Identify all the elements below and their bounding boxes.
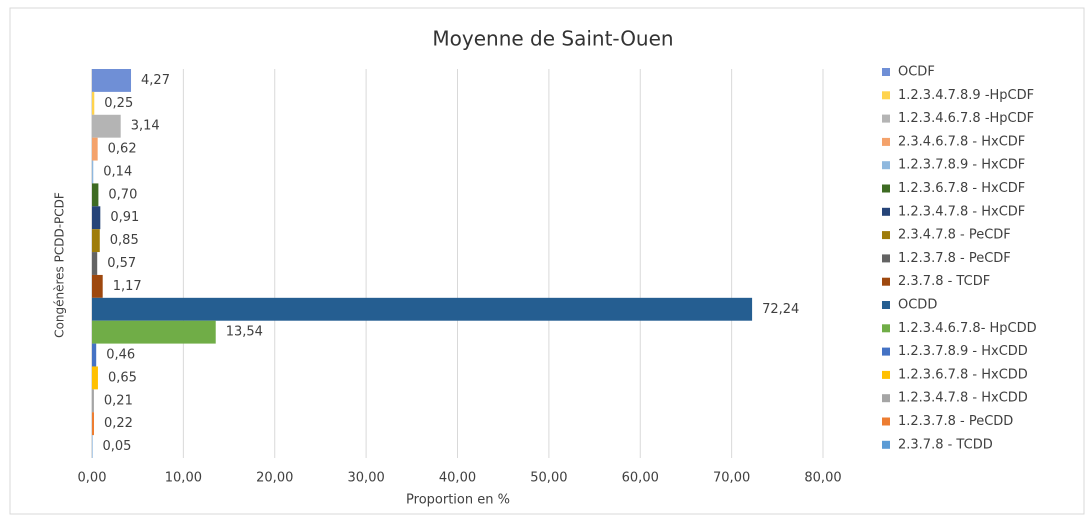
bar bbox=[92, 412, 95, 436]
legend-swatch bbox=[882, 161, 890, 170]
legend-swatch bbox=[882, 231, 890, 240]
bar bbox=[92, 114, 121, 138]
legend-label: 1.2.3.7.8.9 - HxCDD bbox=[898, 344, 1028, 359]
legend-swatch bbox=[882, 277, 890, 286]
data-label: 0,91 bbox=[110, 210, 139, 225]
bar bbox=[92, 137, 98, 161]
legend-swatch bbox=[882, 324, 890, 333]
data-label: 3,14 bbox=[131, 119, 160, 134]
bar bbox=[92, 252, 98, 275]
legend-swatch bbox=[882, 370, 890, 379]
bar bbox=[92, 229, 100, 253]
x-tick-label: 80,00 bbox=[804, 471, 841, 486]
data-label: 0,70 bbox=[108, 187, 137, 202]
legend-swatch bbox=[882, 91, 890, 100]
legend-swatch bbox=[882, 207, 890, 216]
legend-swatch bbox=[882, 114, 890, 123]
data-label: 0,14 bbox=[103, 164, 132, 179]
legend-label: 1.2.3.4.7.8.9 -HpCDF bbox=[898, 88, 1034, 103]
legend-swatch bbox=[882, 417, 890, 426]
data-label: 0,21 bbox=[104, 393, 133, 408]
bar bbox=[92, 91, 95, 115]
bar bbox=[92, 343, 97, 367]
legend-label: 2.3.7.8 - TCDD bbox=[898, 437, 993, 452]
x-tick-label: 30,00 bbox=[348, 471, 385, 486]
data-label: 0,22 bbox=[104, 416, 133, 431]
data-label: 4,27 bbox=[141, 73, 170, 88]
data-label: 0,25 bbox=[104, 96, 133, 111]
bar bbox=[92, 183, 99, 207]
data-label: 0,62 bbox=[108, 142, 137, 157]
legend-label: 2.3.4.6.7.8 - HxCDF bbox=[898, 134, 1025, 149]
legend-label: 1.2.3.7.8 - PeCDD bbox=[898, 414, 1013, 429]
bar bbox=[92, 297, 753, 321]
y-axis-title: Congénères PCDD-PCDF bbox=[53, 192, 67, 338]
data-label: 0,05 bbox=[102, 439, 131, 454]
x-tick-label: 60,00 bbox=[622, 471, 659, 486]
x-tick-label: 0,00 bbox=[78, 471, 107, 486]
legend-label: 1.2.3.7.8.9 - HxCDF bbox=[898, 158, 1025, 173]
x-tick-label: 70,00 bbox=[713, 471, 750, 486]
chart-title: Moyenne de Saint-Ouen bbox=[432, 27, 673, 51]
data-label: 0,65 bbox=[108, 370, 137, 385]
bar bbox=[92, 160, 94, 184]
legend-label: 1.2.3.4.6.7.8 -HpCDF bbox=[898, 111, 1034, 126]
x-tick-label: 40,00 bbox=[439, 471, 476, 486]
legend-label: 1.2.3.6.7.8 - HxCDD bbox=[898, 367, 1028, 382]
legend-swatch bbox=[882, 137, 890, 146]
legend-label: OCDF bbox=[898, 65, 935, 80]
legend-label: 2.3.7.8 - TCDF bbox=[898, 274, 990, 289]
bar bbox=[92, 206, 101, 230]
legend-swatch bbox=[882, 254, 890, 263]
legend-label: 1.2.3.4.7.8 - HxCDD bbox=[898, 391, 1028, 406]
bar bbox=[92, 389, 94, 413]
x-axis-title: Proportion en % bbox=[406, 493, 510, 508]
data-label: 1,17 bbox=[113, 279, 142, 294]
legend-label: 2.3.4.7.8 - PeCDF bbox=[898, 228, 1011, 243]
data-label: 0,46 bbox=[106, 348, 135, 363]
legend-swatch bbox=[882, 394, 890, 403]
legend-label: OCDD bbox=[898, 298, 937, 313]
x-tick-label: 20,00 bbox=[256, 471, 293, 486]
legend-label: 1.2.3.4.7.8 - HxCDF bbox=[898, 204, 1025, 219]
data-label: 0,85 bbox=[110, 233, 139, 248]
legend-swatch bbox=[882, 301, 890, 309]
x-tick-label: 10,00 bbox=[165, 471, 202, 486]
legend-swatch bbox=[882, 440, 890, 449]
legend-swatch bbox=[882, 184, 890, 193]
bar bbox=[92, 366, 98, 390]
legend-label: 1.2.3.7.8 - PeCDF bbox=[898, 251, 1011, 266]
data-label: 13,54 bbox=[226, 325, 263, 340]
bar bbox=[92, 320, 216, 344]
x-tick-label: 50,00 bbox=[530, 471, 567, 486]
bar bbox=[92, 274, 103, 298]
legend-swatch bbox=[882, 347, 890, 356]
data-label: 0,57 bbox=[107, 256, 136, 271]
chart-border bbox=[9, 7, 1085, 515]
legend-label: 1.2.3.4.6.7.8- HpCDD bbox=[898, 321, 1037, 336]
legend-swatch bbox=[882, 68, 890, 76]
legend-label: 1.2.3.6.7.8 - HxCDF bbox=[898, 181, 1025, 196]
bar bbox=[92, 69, 132, 92]
data-label: 72,24 bbox=[762, 302, 799, 317]
